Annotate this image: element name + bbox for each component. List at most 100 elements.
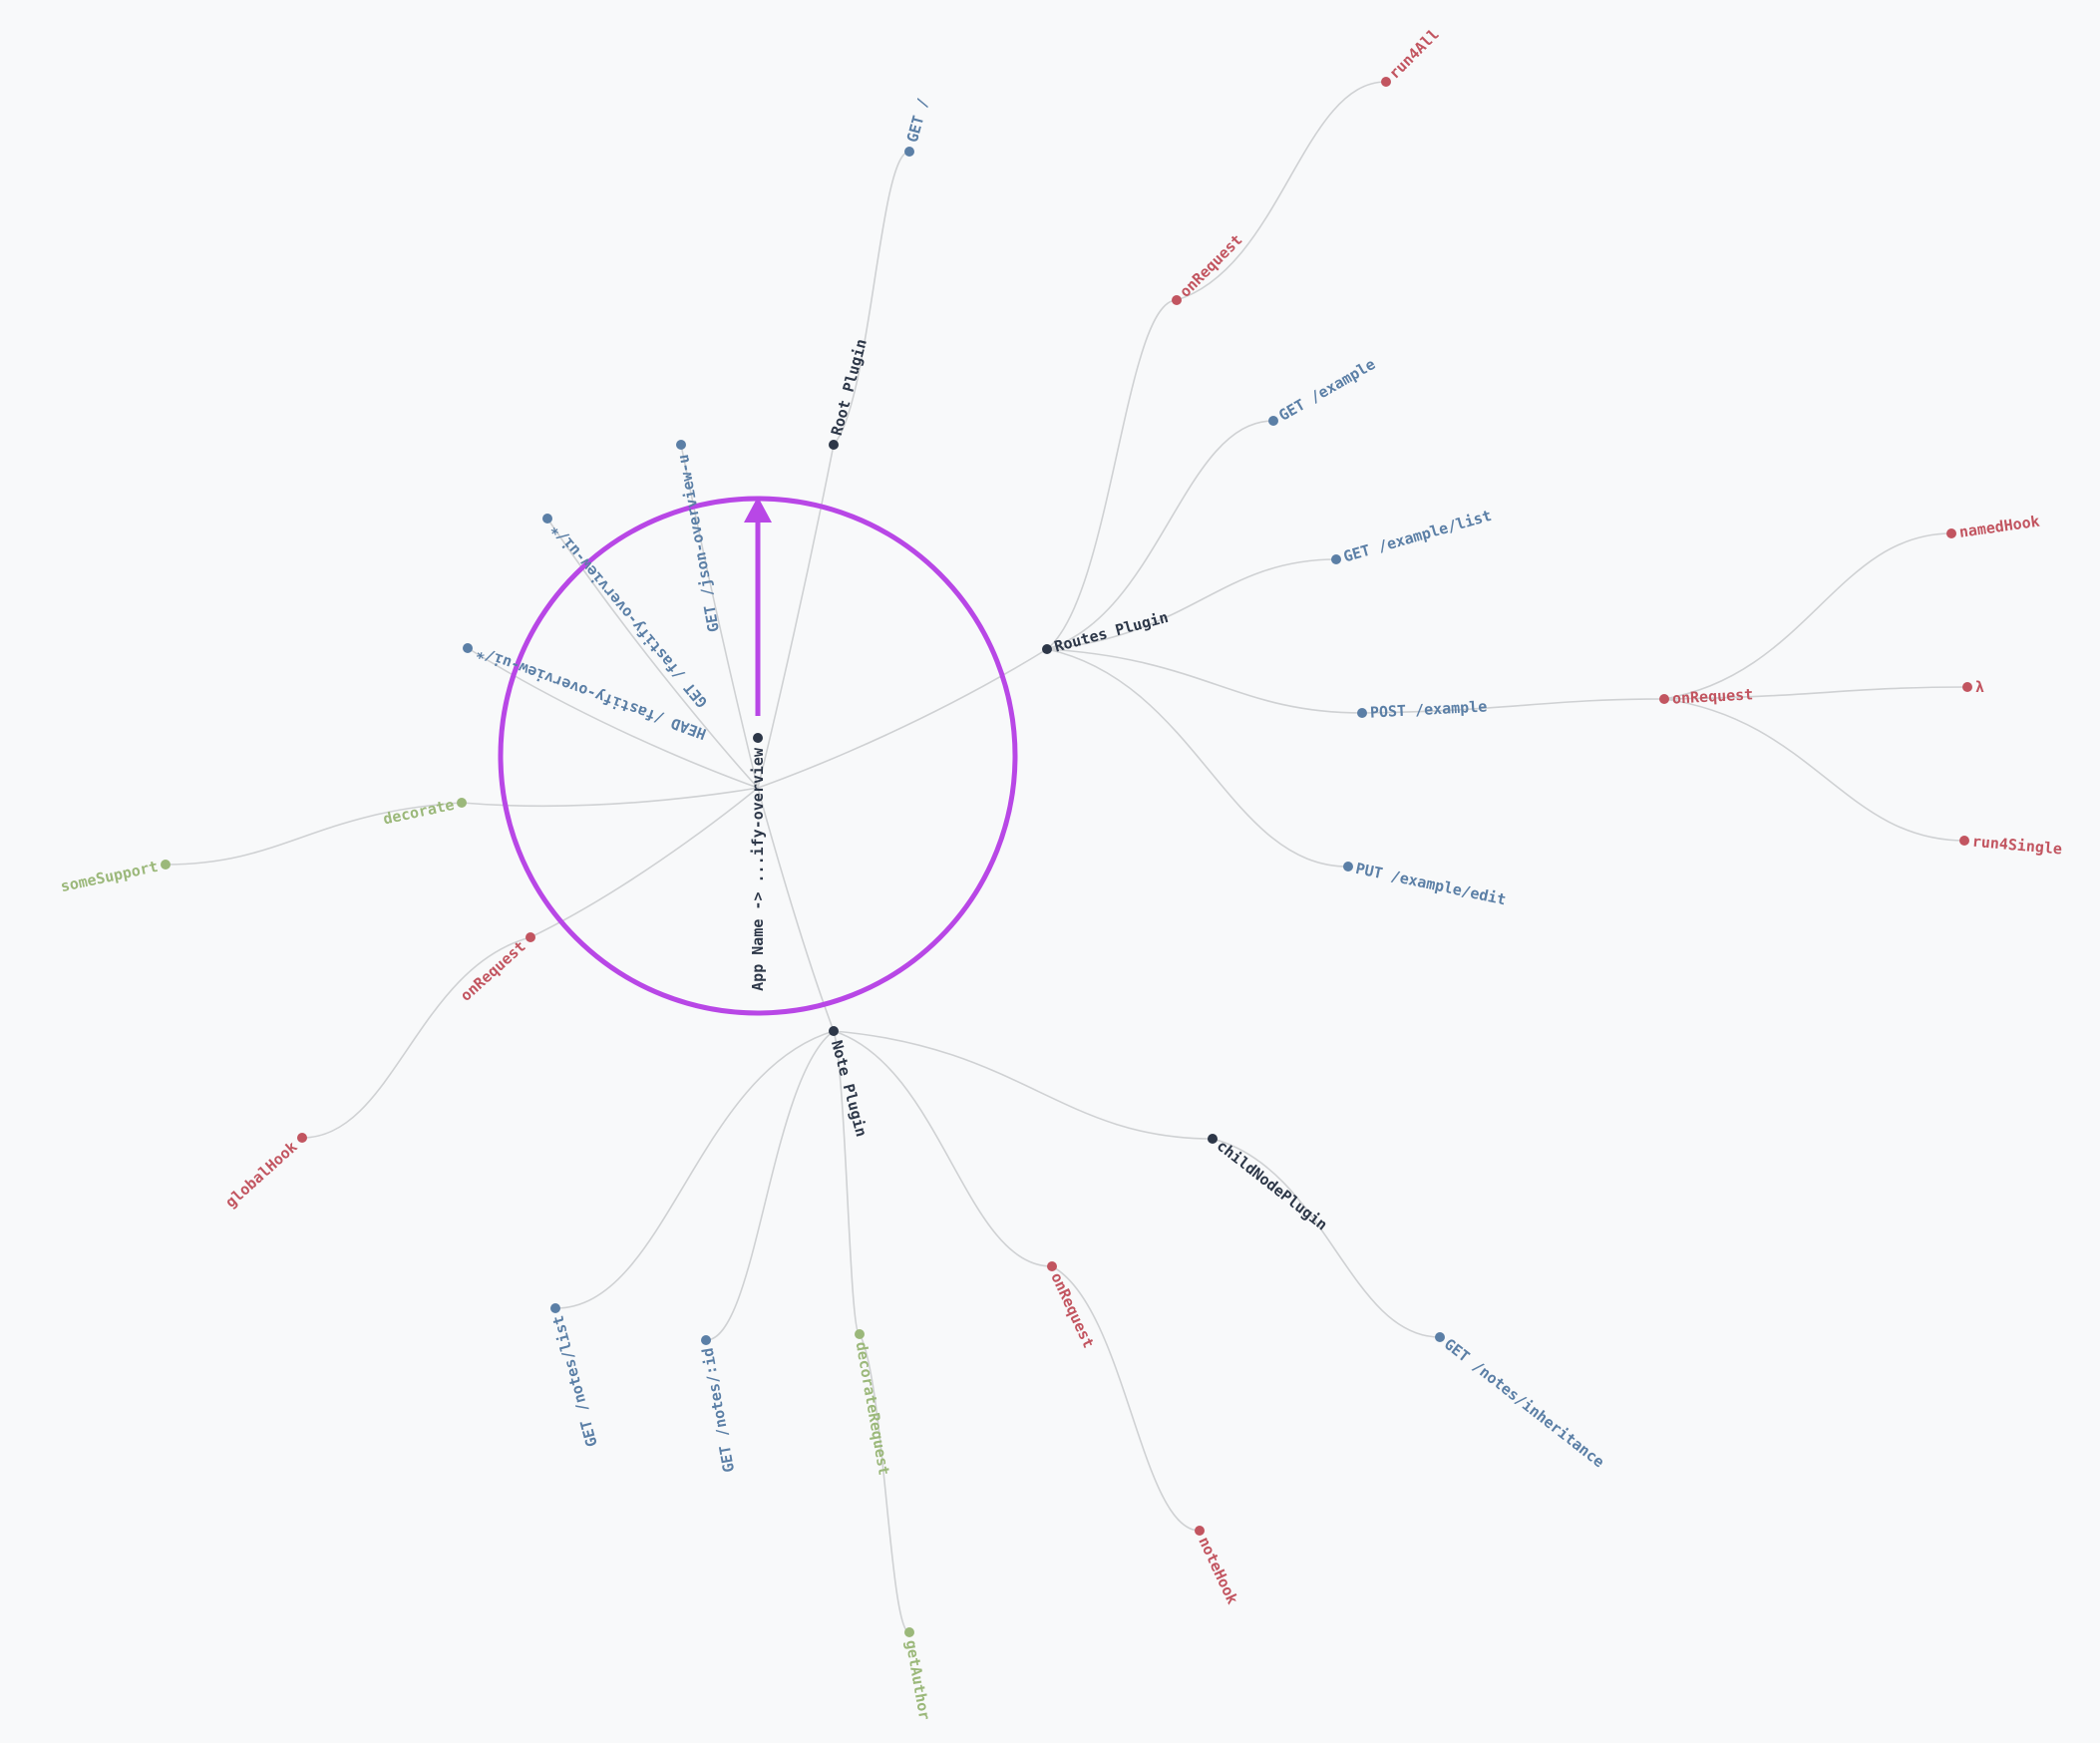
node-dot[interactable]: [1195, 1526, 1205, 1536]
node-dot[interactable]: [1946, 528, 1956, 538]
link-on-request-post-to-run4single: [1663, 698, 1965, 842]
node-some-support[interactable]: someSupport: [59, 858, 171, 895]
node-post-example[interactable]: POST /example: [1357, 697, 1488, 722]
node-run4all[interactable]: run4All: [1381, 25, 1443, 87]
node-label[interactable]: Note Plugin: [828, 1038, 871, 1139]
node-label[interactable]: onRequest: [1672, 685, 1754, 707]
node-label[interactable]: GET /: [903, 96, 932, 144]
node-label[interactable]: decorate: [382, 796, 456, 829]
node-dot[interactable]: [855, 1329, 865, 1339]
node-dot[interactable]: [701, 1335, 711, 1345]
node-put-example-edit[interactable]: PUT /example/edit: [1343, 860, 1508, 909]
node-dot[interactable]: [457, 798, 467, 808]
node-label[interactable]: GET /notes/inheritance: [1441, 1335, 1608, 1472]
node-label[interactable]: run4Single: [1971, 833, 2063, 859]
node-label[interactable]: GET /notes/:id: [699, 1346, 739, 1474]
node-decorate[interactable]: decorate: [382, 796, 467, 829]
node-get-notes-inheritance[interactable]: GET /notes/inheritance: [1435, 1332, 1607, 1471]
node-label[interactable]: PUT /example/edit: [1354, 860, 1508, 909]
link-root-plugin-to-get-root: [833, 151, 910, 446]
link-root-to-get-fastify-overview-ui: [546, 518, 759, 789]
node-run4single[interactable]: run4Single: [1959, 833, 2063, 859]
node-label[interactable]: POST /example: [1370, 697, 1488, 721]
node-label[interactable]: someSupport: [59, 858, 160, 895]
node-label[interactable]: globalHook: [221, 1138, 300, 1212]
node-label[interactable]: namedHook: [1958, 513, 2041, 541]
node-dot[interactable]: [1208, 1134, 1218, 1144]
node-dot[interactable]: [829, 440, 839, 450]
node-named-hook[interactable]: namedHook: [1946, 513, 2041, 541]
node-label[interactable]: onRequest: [457, 937, 528, 1005]
node-dot[interactable]: [904, 147, 914, 157]
link-note-plugin-to-child-node-plugin: [833, 1030, 1214, 1140]
node-get-example[interactable]: GET /example: [1268, 355, 1378, 426]
link-root-to-root-plugin: [757, 444, 835, 789]
node-dot[interactable]: [1659, 694, 1669, 704]
node-root-plugin[interactable]: Root Plugin: [828, 337, 871, 450]
node-on-request-note[interactable]: onRequest: [1047, 1261, 1098, 1351]
node-label[interactable]: onRequest: [1176, 231, 1245, 301]
node-get-example-list[interactable]: GET /example/list: [1331, 507, 1494, 566]
node-dot[interactable]: [161, 860, 171, 870]
link-post-example-to-on-request-post: [1361, 698, 1665, 714]
node-dot[interactable]: [297, 1133, 307, 1143]
node-dot[interactable]: [904, 1627, 914, 1637]
link-root-to-routes-plugin: [757, 648, 1048, 789]
node-get-notes-list[interactable]: GET /notes/list: [548, 1303, 601, 1449]
link-root-to-get-json-overview: [680, 444, 759, 789]
node-dot[interactable]: [1357, 708, 1367, 718]
node-label[interactable]: run4All: [1385, 25, 1442, 82]
node-dot[interactable]: [1381, 77, 1391, 87]
node-dot[interactable]: [463, 643, 473, 653]
link-routes-plugin-to-on-request-routes: [1046, 299, 1178, 650]
node-get-json-overview[interactable]: GET /json-overview-u: [674, 440, 723, 633]
node-global-hook[interactable]: globalHook: [221, 1133, 307, 1212]
node-dot[interactable]: [1042, 644, 1052, 654]
node-lambda[interactable]: λ: [1962, 678, 1984, 696]
node-dot[interactable]: [550, 1303, 560, 1313]
node-label[interactable]: λ: [1975, 678, 1984, 696]
node-child-node-plugin[interactable]: childNodePlugin: [1208, 1134, 1331, 1233]
node-label[interactable]: Root Plugin: [828, 337, 871, 438]
node-dot[interactable]: [1962, 682, 1972, 692]
node-dot[interactable]: [1343, 862, 1353, 872]
node-note-hook[interactable]: noteHook: [1195, 1526, 1241, 1607]
node-on-request-root[interactable]: onRequest: [457, 932, 535, 1005]
node-dot[interactable]: [1268, 416, 1278, 426]
node-root[interactable]: App Name -> ...ify-overview: [749, 733, 767, 991]
node-get-root[interactable]: GET /: [903, 96, 932, 157]
node-get-notes-id[interactable]: GET /notes/:id: [699, 1335, 739, 1474]
node-dot[interactable]: [1047, 1261, 1057, 1271]
link-note-plugin-to-decorate-request: [833, 1030, 861, 1335]
node-label[interactable]: childNodePlugin: [1214, 1137, 1331, 1234]
link-routes-plugin-to-post-example: [1046, 648, 1363, 714]
node-on-request-routes[interactable]: onRequest: [1172, 231, 1245, 305]
link-on-request-post-to-lambda: [1663, 686, 1968, 700]
node-label[interactable]: GET /json-overview-u: [674, 453, 723, 633]
link-routes-plugin-to-put-example-edit: [1046, 648, 1349, 868]
node-label[interactable]: GET /example: [1275, 355, 1378, 425]
node-dot[interactable]: [753, 733, 763, 743]
node-label[interactable]: GET /example/list: [1341, 507, 1494, 566]
node-on-request-post[interactable]: onRequest: [1659, 685, 1754, 708]
node-dot[interactable]: [1959, 836, 1969, 846]
node-decorate-request[interactable]: decorateRequest: [853, 1329, 893, 1477]
node-dot[interactable]: [829, 1026, 839, 1036]
node-label[interactable]: decorateRequest: [853, 1340, 893, 1477]
node-label[interactable]: getAuthor: [902, 1638, 934, 1721]
node-dot[interactable]: [1331, 554, 1341, 564]
node-dot[interactable]: [1172, 295, 1182, 305]
node-label[interactable]: GET /notes/list: [548, 1313, 600, 1449]
link-child-node-plugin-to-get-notes-inheritance: [1212, 1138, 1441, 1338]
node-dot[interactable]: [525, 932, 535, 942]
node-dot[interactable]: [676, 440, 686, 450]
node-get-author[interactable]: getAuthor: [902, 1627, 934, 1721]
node-dot[interactable]: [542, 514, 552, 523]
node-label[interactable]: noteHook: [1195, 1534, 1241, 1606]
node-dot[interactable]: [1435, 1332, 1445, 1342]
node-note-plugin[interactable]: Note Plugin: [828, 1026, 871, 1139]
node-label[interactable]: App Name -> ...ify-overview: [749, 747, 767, 991]
nodes-layer: App Name -> ...ify-overview Root Plugin GE…: [59, 25, 2063, 1721]
link-decorate-request-to-get-author: [859, 1333, 910, 1633]
